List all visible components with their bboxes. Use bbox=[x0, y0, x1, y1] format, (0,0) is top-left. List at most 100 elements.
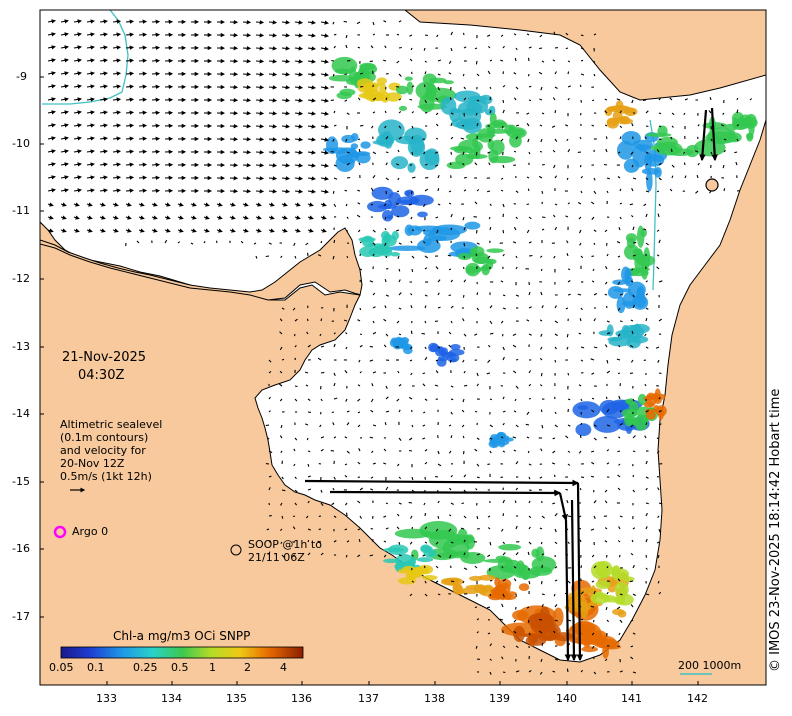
velocity-arrow bbox=[307, 176, 316, 181]
velocity-arrow bbox=[528, 463, 532, 466]
velocity-arrow bbox=[475, 253, 478, 257]
velocity-arrow bbox=[424, 305, 427, 309]
velocity-arrow bbox=[385, 385, 388, 389]
velocity-arrow bbox=[396, 229, 400, 232]
velocity-arrow bbox=[476, 383, 479, 387]
velocity-arrow bbox=[398, 437, 402, 441]
velocity-arrow bbox=[631, 123, 634, 127]
velocity-arrow bbox=[369, 554, 374, 557]
velocity-arrow bbox=[307, 215, 314, 220]
chlorophyll-patch bbox=[391, 205, 410, 218]
velocity-arrow bbox=[411, 176, 416, 179]
chlorophyll-patch bbox=[653, 396, 662, 404]
velocity-arrow bbox=[435, 475, 439, 478]
velocity-arrow bbox=[579, 318, 582, 322]
chlorophyll-patch bbox=[606, 106, 616, 112]
chlorophyll-patch bbox=[624, 398, 632, 404]
velocity-arrow bbox=[566, 333, 569, 338]
velocity-arrow bbox=[190, 215, 197, 220]
chlorophyll-patch bbox=[624, 107, 638, 117]
velocity-arrow bbox=[385, 151, 389, 154]
velocity-arrow bbox=[528, 541, 532, 545]
velocity-arrow bbox=[422, 554, 426, 557]
velocity-arrow bbox=[99, 45, 108, 50]
velocity-arrow bbox=[606, 370, 611, 374]
velocity-arrow bbox=[500, 177, 504, 180]
velocity-arrow bbox=[487, 554, 491, 558]
velocity-arrow bbox=[591, 554, 595, 558]
velocity-arrow bbox=[567, 541, 570, 545]
velocity-arrow bbox=[489, 226, 492, 231]
chlorophyll-patch bbox=[428, 235, 447, 242]
velocity-arrow bbox=[281, 33, 291, 38]
velocity-arrow bbox=[541, 603, 544, 608]
velocity-arrow bbox=[515, 47, 518, 51]
velocity-arrow bbox=[501, 566, 504, 569]
velocity-arrow bbox=[476, 189, 480, 192]
velocity-arrow bbox=[450, 213, 453, 218]
velocity-arrow bbox=[112, 84, 122, 89]
chlorophyll-patch bbox=[360, 141, 371, 149]
velocity-arrow bbox=[372, 320, 375, 324]
chlorophyll-patch bbox=[419, 521, 458, 540]
velocity-arrow bbox=[658, 280, 663, 283]
velocity-arrow bbox=[437, 346, 441, 349]
velocity-arrow bbox=[554, 226, 558, 231]
velocity-arrow bbox=[476, 292, 479, 296]
velocity-arrow bbox=[320, 163, 329, 168]
velocity-arrow bbox=[604, 540, 608, 543]
velocity-arrow bbox=[112, 110, 122, 115]
velocity-arrow bbox=[736, 109, 739, 114]
velocity-arrow bbox=[333, 124, 337, 127]
velocity-arrow bbox=[203, 241, 206, 244]
velocity-arrow bbox=[475, 151, 478, 156]
velocity-arrow bbox=[344, 436, 348, 439]
velocity-arrow bbox=[151, 215, 158, 220]
chlorophyll-patch bbox=[590, 592, 610, 604]
velocity-arrow bbox=[618, 554, 621, 558]
velocity-arrow bbox=[695, 190, 699, 194]
velocity-arrow bbox=[658, 423, 662, 426]
velocity-arrow bbox=[579, 434, 582, 439]
velocity-arrow bbox=[385, 255, 388, 259]
velocity-arrow bbox=[541, 515, 545, 519]
velocity-arrow bbox=[630, 319, 634, 322]
velocity-arrow bbox=[591, 216, 595, 221]
chlorophyll-patch bbox=[416, 557, 434, 563]
velocity-arrow bbox=[513, 226, 517, 231]
velocity-arrow bbox=[294, 437, 298, 441]
velocity-arrow bbox=[385, 486, 389, 491]
velocity-arrow bbox=[203, 215, 210, 220]
velocity-arrow bbox=[268, 85, 278, 90]
velocity-arrow bbox=[657, 487, 660, 491]
velocity-arrow bbox=[281, 215, 288, 220]
velocity-arrow bbox=[333, 372, 336, 377]
velocity-arrow bbox=[86, 71, 95, 76]
velocity-arrow bbox=[606, 462, 610, 465]
velocity-arrow bbox=[47, 45, 56, 50]
velocity-arrow bbox=[579, 136, 582, 140]
velocity-arrow bbox=[489, 305, 493, 309]
velocity-arrow bbox=[515, 216, 518, 220]
velocity-arrow bbox=[268, 46, 278, 51]
velocity-arrow bbox=[408, 203, 413, 206]
chlorophyll-patch bbox=[388, 245, 426, 251]
velocity-arrow bbox=[372, 174, 376, 179]
velocity-arrow bbox=[125, 228, 132, 233]
velocity-arrow bbox=[346, 151, 350, 154]
velocity-arrow bbox=[631, 99, 634, 104]
velocity-arrow bbox=[450, 305, 454, 309]
velocity-arrow bbox=[658, 591, 662, 595]
chlorophyll-patch bbox=[620, 266, 631, 283]
velocity-arrow bbox=[476, 99, 480, 102]
velocity-arrow bbox=[489, 86, 492, 90]
velocity-arrow bbox=[424, 580, 427, 584]
chlorophyll-patch bbox=[496, 431, 507, 440]
velocity-arrow bbox=[344, 502, 348, 506]
velocity-arrow bbox=[60, 97, 69, 102]
velocity-arrow bbox=[604, 229, 608, 233]
chlorophyll-patch bbox=[640, 262, 649, 280]
velocity-arrow bbox=[398, 20, 402, 23]
chlorophyll-patch bbox=[441, 577, 462, 583]
velocity-arrow bbox=[320, 111, 329, 116]
